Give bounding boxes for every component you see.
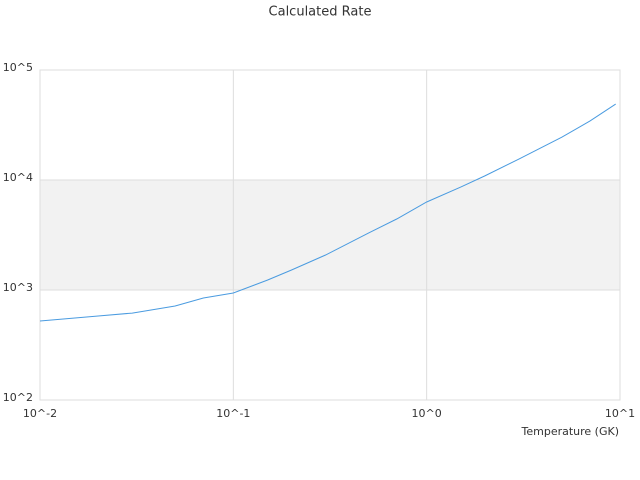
x-tick-label: 10^-2 <box>23 407 57 420</box>
x-tick-label: 10^0 <box>412 407 442 420</box>
y-tick-label: 10^2 <box>3 391 33 404</box>
y-tick-label: 10^3 <box>3 281 33 294</box>
x-tick-label: 10^-1 <box>216 407 250 420</box>
plot-border <box>39 69 621 401</box>
x-tick-label: 10^1 <box>605 407 635 420</box>
grid-band <box>40 180 620 290</box>
y-tick-label: 10^4 <box>3 171 33 184</box>
y-tick-label: 10^5 <box>3 61 33 74</box>
chart-title: Calculated Rate <box>269 5 372 20</box>
data-line <box>39 103 616 322</box>
x-axis-label: Temperature (GK) <box>521 425 620 438</box>
